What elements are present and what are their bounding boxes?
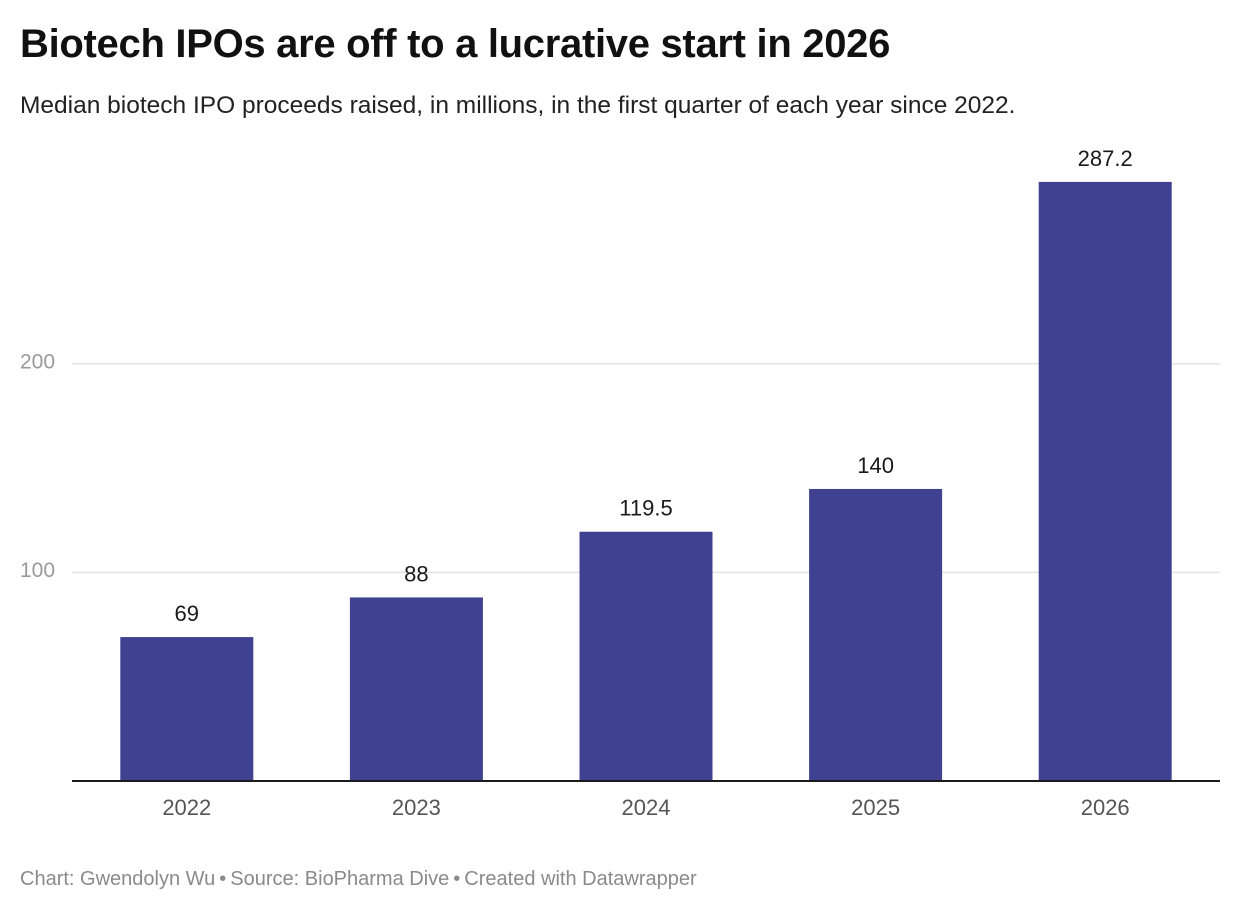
value-label-2022: 69 (175, 601, 199, 626)
x-axis-tick-labels: 2022 2023 2024 2025 2026 (162, 795, 1129, 820)
x-tick-label-2023: 2023 (392, 795, 441, 820)
x-tick-label-2022: 2022 (162, 795, 211, 820)
bar-2023 (349, 597, 483, 781)
chart-title: Biotech IPOs are off to a lucrative star… (20, 22, 891, 66)
bar-2022 (120, 637, 254, 781)
chart-credit: Chart: Gwendolyn Wu (20, 868, 216, 890)
footer-separator: • (453, 868, 461, 890)
chart-subtitle: Median biotech IPO proceeds raised, in m… (20, 92, 1016, 119)
x-tick-label-2025: 2025 (851, 795, 900, 820)
chart-footer: Chart: Gwendolyn Wu • Source: BioPharma Di… (20, 868, 697, 891)
footer-separator: • (219, 868, 227, 890)
y-tick-label: 100 (20, 559, 55, 582)
value-label-2025: 140 (857, 453, 894, 478)
bar-2026 (1038, 181, 1172, 781)
y-tick-label: 200 (20, 350, 55, 373)
value-label-2024: 119.5 (619, 496, 672, 521)
bar-2025 (809, 488, 943, 781)
x-tick-label-2026: 2026 (1081, 795, 1130, 820)
value-labels: 69 88 119.5 140 287.2 (175, 146, 1133, 626)
x-tick-label-2024: 2024 (622, 795, 671, 820)
bar-2024 (579, 531, 713, 781)
created-with: Created with Datawrapper (464, 868, 697, 890)
chart-source: Source: BioPharma Dive (230, 868, 450, 890)
value-label-2023: 88 (404, 561, 428, 586)
value-label-2026: 287.2 (1078, 146, 1133, 171)
bars (120, 181, 1172, 781)
